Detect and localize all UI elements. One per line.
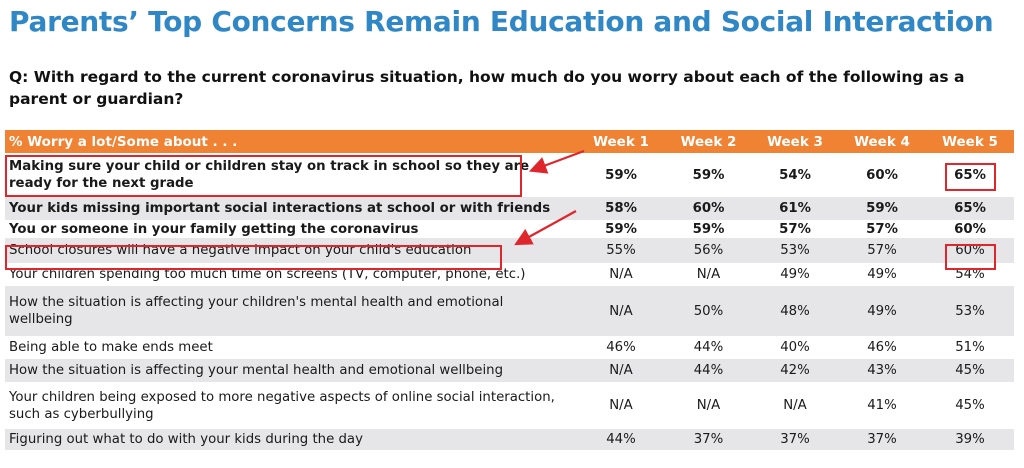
cell-week-2: 37%: [665, 429, 752, 450]
cell-week-2: 44%: [693, 340, 724, 355]
cell-week-3: N/A: [783, 398, 807, 413]
row-label: Your children spending too much time on …: [9, 267, 526, 282]
cell-week-1: N/A: [609, 398, 633, 413]
cell-week-2: 59%: [692, 221, 725, 237]
cell-week-3: 49%: [780, 267, 810, 282]
cell-week-1: 58%: [577, 197, 665, 220]
cell-week-1: 59%: [605, 167, 637, 183]
cell-week-2: 59%: [692, 167, 725, 183]
page-title: Parents’ Top Concerns Remain Education a…: [9, 5, 994, 38]
cell-week-4: 60%: [866, 167, 898, 183]
row-label: You or someone in your family getting th…: [9, 221, 419, 237]
column-header-week-3: Week 3: [752, 130, 838, 153]
cell-week-4: 49%: [838, 286, 926, 336]
cell-week-5: 60%: [954, 221, 986, 237]
results-table: % Worry a lot/Some about . . . Week 1 We…: [5, 130, 1014, 450]
cell-week-1: 44%: [577, 429, 665, 450]
survey-question: Q: With regard to the current coronaviru…: [9, 68, 965, 108]
cell-week-5: 45%: [926, 359, 1014, 382]
table-row: You or someone in your family getting th…: [5, 220, 1014, 238]
row-label: How the situation is affecting your ment…: [5, 359, 577, 382]
cell-week-3: 57%: [779, 221, 811, 237]
cell-week-3: 40%: [780, 340, 810, 355]
cell-week-5: 51%: [955, 340, 985, 355]
column-header-week-1: Week 1: [577, 130, 665, 153]
cell-week-1: 46%: [606, 340, 636, 355]
table-row: How the situation is affecting your chil…: [5, 286, 1014, 336]
cell-week-1: N/A: [609, 267, 633, 282]
cell-week-3: 54%: [779, 167, 811, 183]
cell-week-5: 65%: [954, 167, 986, 183]
table-row: Your children spending too much time on …: [5, 263, 1014, 286]
cell-week-2: 60%: [665, 197, 752, 220]
row-label: Being able to make ends meet: [9, 340, 213, 355]
table-row: Your kids missing important social inter…: [5, 197, 1014, 220]
table-row: Your children being exposed to more nega…: [5, 382, 1014, 429]
cell-week-4: 59%: [838, 197, 926, 220]
cell-week-3: 48%: [752, 286, 838, 336]
cell-week-4: 57%: [838, 238, 926, 263]
table-row: School closures will have a negative imp…: [5, 238, 1014, 263]
column-header-week-4: Week 4: [838, 130, 926, 153]
cell-week-2: 50%: [665, 286, 752, 336]
cell-week-3: 37%: [752, 429, 838, 450]
cell-week-2: N/A: [696, 398, 721, 413]
cell-week-5: 60%: [926, 238, 1014, 263]
cell-week-5: 65%: [926, 197, 1014, 220]
row-label: Making sure your child or children stay …: [9, 159, 530, 191]
cell-week-4: 46%: [867, 340, 897, 355]
row-label: Figuring out what to do with your kids d…: [5, 429, 577, 450]
cell-week-2: N/A: [696, 267, 721, 282]
column-header-week-5: Week 5: [926, 130, 1014, 153]
cell-week-1: N/A: [577, 286, 665, 336]
table-row: Making sure your child or children stay …: [5, 153, 1014, 197]
cell-week-4: 57%: [866, 221, 898, 237]
cell-week-3: 61%: [752, 197, 838, 220]
cell-week-5: 53%: [926, 286, 1014, 336]
row-label: Your children being exposed to more nega…: [9, 389, 555, 422]
table-header-row: % Worry a lot/Some about . . . Week 1 We…: [5, 130, 1014, 153]
table-row: How the situation is affecting your ment…: [5, 359, 1014, 382]
cell-week-5: 39%: [926, 429, 1014, 450]
table-row: Being able to make ends meet 46% 44% 40%…: [5, 336, 1014, 359]
cell-week-1: N/A: [577, 359, 665, 382]
row-label: How the situation is affecting your chil…: [5, 286, 577, 336]
row-label: Your kids missing important social inter…: [5, 197, 577, 220]
cell-week-1: 59%: [605, 221, 637, 237]
cell-week-3: 42%: [752, 359, 838, 382]
row-label: School closures will have a negative imp…: [5, 238, 577, 263]
cell-week-4: 41%: [867, 398, 897, 413]
cell-week-2: 56%: [665, 238, 752, 263]
column-header-label: % Worry a lot/Some about . . .: [5, 130, 577, 153]
cell-week-4: 43%: [838, 359, 926, 382]
cell-week-3: 53%: [752, 238, 838, 263]
cell-week-4: 49%: [867, 267, 897, 282]
cell-week-2: 44%: [665, 359, 752, 382]
table-row: Figuring out what to do with your kids d…: [5, 429, 1014, 450]
cell-week-5: 45%: [955, 398, 985, 413]
column-header-week-2: Week 2: [665, 130, 752, 153]
cell-week-1: 55%: [577, 238, 665, 263]
cell-week-5: 54%: [955, 267, 985, 282]
cell-week-4: 37%: [838, 429, 926, 450]
